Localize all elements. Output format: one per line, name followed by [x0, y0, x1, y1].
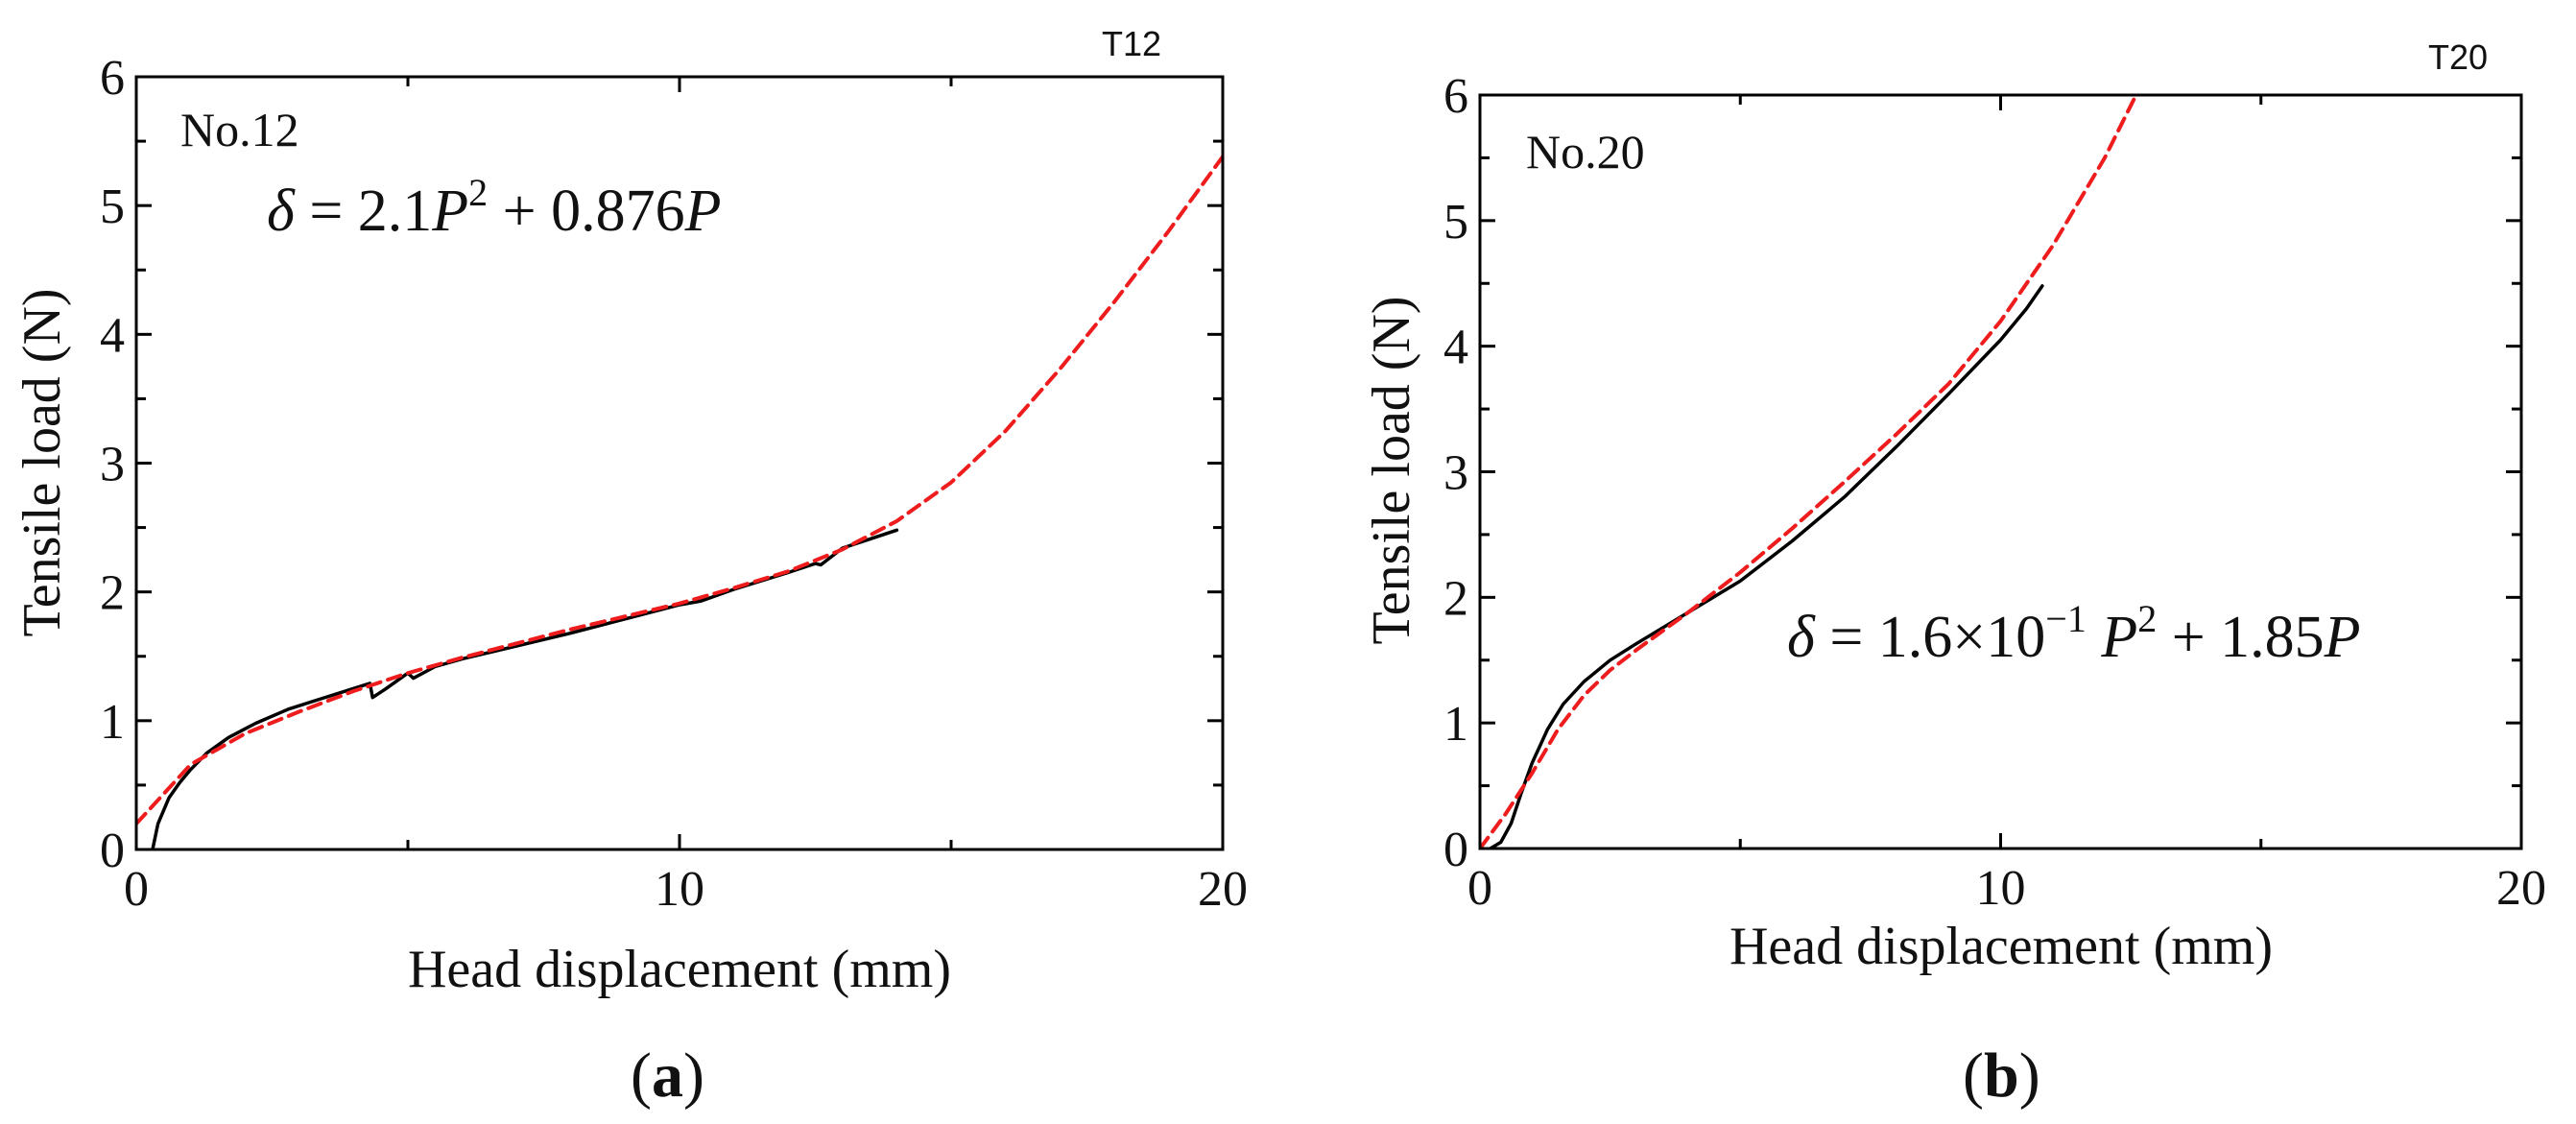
y-tick-label: 6: [100, 51, 125, 106]
y-axis-label: Tensile load (N): [1362, 296, 1421, 644]
y-tick-label: 2: [100, 566, 125, 621]
y-tick-label: 5: [1443, 195, 1468, 250]
y-tick-label: 3: [100, 438, 125, 492]
panel-label: (a): [631, 1040, 704, 1111]
x-tick-label: 10: [1976, 861, 2026, 916]
corner-label: T12: [1102, 24, 1161, 63]
x-tick-label: 0: [1467, 861, 1492, 916]
y-tick-label: 3: [1443, 446, 1468, 501]
plot-frame: [1478, 93, 2523, 850]
fit-equation: δ = 2.1P2 + 0.876P: [267, 171, 722, 244]
y-tick-label: 0: [1443, 823, 1468, 877]
y-tick-label: 5: [100, 179, 125, 234]
panel-label: (b): [1963, 1040, 2040, 1111]
series-line-measured: [151, 528, 899, 849]
sample-label: No.20: [1526, 125, 1645, 179]
y-tick-label: 0: [100, 824, 125, 878]
x-tick-label: 20: [2496, 861, 2546, 916]
chart-panel-a: 0 10 20 0 1 2 3 4 5 6 T12 No.12 δ = 2.1P2 + 0.876…: [12, 24, 1248, 1111]
sample-label: No.12: [180, 103, 299, 156]
y-tick-label: 2: [1443, 571, 1468, 626]
corner-label: T20: [2428, 37, 2488, 77]
y-axis-label: Tensile load (N): [12, 288, 72, 636]
series-line-fit: [1480, 95, 2138, 849]
y-tick-label: 6: [1443, 69, 1468, 124]
chart-panel-b: 0 10 20 0 1 2 3 4 5 6 T20 No.20 δ = 1.6×10−1 P2 +…: [1362, 37, 2546, 1111]
fit-equation: δ = 1.6×10−1 P2 + 1.85P: [1787, 597, 2361, 670]
x-axis-label: Head displacement (mm): [1729, 917, 2273, 976]
x-tick-label: 20: [1198, 862, 1248, 917]
x-axis-label: Head displacement (mm): [408, 940, 951, 999]
x-tick-label: 0: [124, 862, 149, 917]
series-line-fit: [136, 155, 1223, 826]
x-tick-label: 10: [655, 862, 704, 917]
y-tick-label: 4: [100, 308, 125, 363]
y-tick-label: 1: [100, 695, 125, 750]
y-tick-label: 1: [1443, 697, 1468, 752]
y-tick-label: 4: [1443, 321, 1468, 375]
